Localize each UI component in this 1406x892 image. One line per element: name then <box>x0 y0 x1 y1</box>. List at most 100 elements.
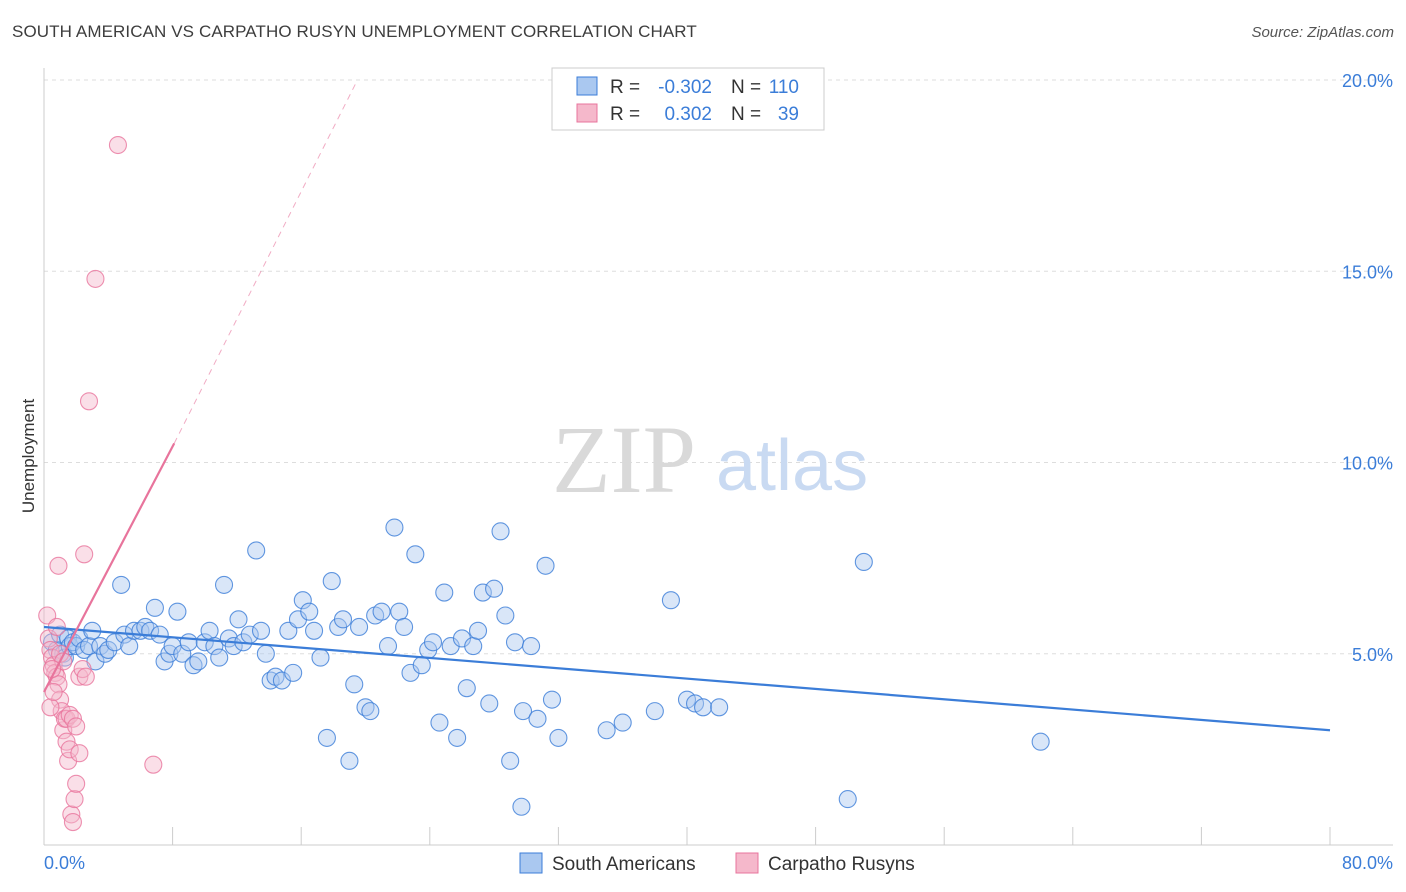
south-american-point-30 <box>168 602 187 621</box>
carpatho-rusyn-point-15 <box>62 805 81 824</box>
legend-n-value-2: 39 <box>778 104 799 125</box>
south-american-point-108 <box>838 790 857 809</box>
south-american-point-110 <box>1031 732 1050 751</box>
south-american-point-20 <box>120 637 139 656</box>
south-american-point-88 <box>485 579 504 598</box>
south-american-point-34 <box>189 652 208 671</box>
south-american-point-38 <box>210 648 229 667</box>
carpatho-rusyn-point-35 <box>86 269 105 288</box>
south-american-point-103 <box>661 591 680 610</box>
carpatho-rusyn-point-28 <box>67 717 86 736</box>
carpatho-rusyn-point-14 <box>60 740 79 759</box>
y-axis-label: Unemployment <box>19 399 38 514</box>
carpatho-rusyn-point-31 <box>76 667 95 686</box>
south-american-point-71 <box>390 602 409 621</box>
south-american-point-36 <box>200 621 219 640</box>
south-american-point-63 <box>345 675 364 694</box>
south-american-point-85 <box>468 621 488 640</box>
y-tick-label-1: 10.0% <box>1342 454 1393 474</box>
legend-swatch-south-americans <box>576 76 598 96</box>
y-tick-label-0: 5.0% <box>1352 645 1393 665</box>
legend-n-value-1: 110 <box>769 77 799 98</box>
x-tick-label-max: 80.0% <box>1342 853 1393 873</box>
data-points <box>38 135 1050 832</box>
south-american-point-47 <box>256 644 275 663</box>
south-american-point-45 <box>247 541 266 560</box>
south-american-point-54 <box>293 591 312 610</box>
carpatho-rusyn-point-19 <box>70 744 89 763</box>
south-american-point-95 <box>522 637 541 656</box>
watermark-zip: ZIP <box>552 406 696 513</box>
axes <box>43 68 1393 846</box>
south-american-point-98 <box>542 690 562 709</box>
trend-line-south-americans <box>43 625 1331 732</box>
south-american-point-69 <box>378 637 398 656</box>
legend-swatch-carpatho-rusyns <box>576 103 598 123</box>
south-american-point-90 <box>496 606 515 625</box>
south-american-point-86 <box>473 583 492 602</box>
legend: R = -0.302 N = 110 R = 0.302 N = 39 <box>551 67 825 131</box>
series-label-south-americans: South Americans <box>552 854 696 875</box>
south-american-point-97 <box>536 556 555 575</box>
carpatho-rusyn-point-37 <box>144 755 163 774</box>
south-american-point-99 <box>549 728 568 747</box>
south-american-point-32 <box>179 633 198 652</box>
chart-title: SOUTH AMERICAN VS CARPATHO RUSYN UNEMPLO… <box>12 22 697 41</box>
series-legend: South Americans Carpatho Rusyns <box>519 852 915 875</box>
south-american-point-68 <box>372 602 391 621</box>
carpatho-rusyn-point-2 <box>41 640 60 659</box>
x-tick-label-min: 0.0% <box>44 853 85 873</box>
carpatho-rusyn-point-20 <box>41 698 60 717</box>
y-tick-label-3: 20.0% <box>1342 71 1393 91</box>
south-american-point-94 <box>513 702 533 721</box>
trend-line-carpatho-rusyns-extension <box>173 79 358 444</box>
series-swatch-carpatho-rusyns <box>735 852 759 874</box>
south-american-point-55 <box>300 602 319 621</box>
south-american-point-72 <box>395 617 414 637</box>
south-american-point-74 <box>406 545 425 564</box>
source-credit: Source: ZipAtlas.com <box>1251 24 1394 41</box>
carpatho-rusyn-point-34 <box>79 392 99 411</box>
south-american-point-35 <box>195 633 214 652</box>
carpatho-rusyn-point-32 <box>49 556 68 575</box>
south-american-point-16 <box>99 640 118 659</box>
south-american-point-106 <box>694 698 713 717</box>
south-american-point-93 <box>512 797 531 816</box>
south-american-point-64 <box>350 617 369 637</box>
south-american-point-70 <box>385 518 404 537</box>
carpatho-rusyn-point-33 <box>75 545 94 564</box>
south-american-point-75 <box>412 656 431 675</box>
carpatho-rusyn-point-36 <box>108 135 127 155</box>
legend-r-value-2: 0.302 <box>664 104 712 125</box>
legend-r-value-1: -0.302 <box>658 77 712 98</box>
trend-lines <box>43 79 1331 732</box>
y-tick-labels: 5.0% 10.0% 15.0% 20.0% <box>1342 71 1393 665</box>
carpatho-rusyn-point-8 <box>51 690 70 709</box>
south-american-point-96 <box>528 709 547 728</box>
south-american-point-84 <box>464 637 483 656</box>
south-american-point-100 <box>597 721 616 740</box>
south-american-point-18 <box>112 575 131 594</box>
watermark-atlas: atlas <box>716 426 868 506</box>
south-american-point-42 <box>229 610 248 629</box>
south-american-point-87 <box>480 694 499 713</box>
legend-r-label-2: R = <box>610 104 640 125</box>
south-american-point-61 <box>333 610 353 629</box>
south-american-point-109 <box>854 552 873 572</box>
south-american-point-107 <box>710 698 729 717</box>
south-american-point-62 <box>340 751 359 770</box>
gridlines <box>44 79 1393 655</box>
trend-line-carpatho-rusyns <box>43 442 176 693</box>
south-american-point-57 <box>311 648 330 667</box>
legend-n-label-1: N = <box>731 77 761 98</box>
south-american-point-101 <box>613 713 632 732</box>
legend-n-label-2: N = <box>731 104 761 125</box>
south-american-point-91 <box>501 751 520 770</box>
south-american-point-25 <box>145 598 164 617</box>
carpatho-rusyn-point-16 <box>63 812 82 832</box>
watermark: ZIP atlas <box>552 406 868 513</box>
south-american-point-79 <box>435 583 454 602</box>
south-american-point-39 <box>214 575 234 594</box>
y-tick-label-2: 15.0% <box>1342 262 1393 282</box>
